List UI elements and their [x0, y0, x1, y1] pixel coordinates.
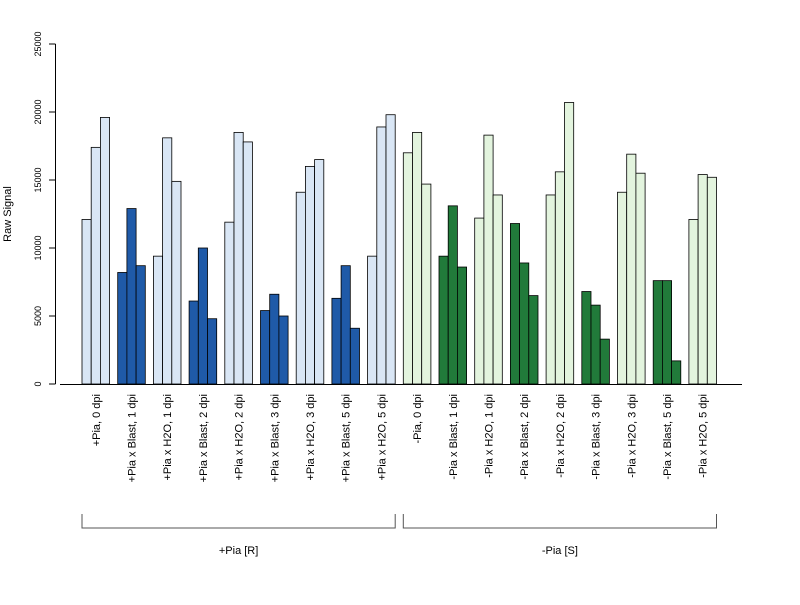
bar [545, 194, 556, 385]
bar [207, 318, 218, 385]
bar [171, 180, 182, 385]
bar [671, 360, 682, 385]
bar [188, 300, 199, 385]
bar [635, 172, 646, 385]
bar [135, 265, 146, 385]
y-tick-label: 20000 [33, 99, 43, 124]
bar [554, 171, 565, 385]
x-tick-label: -Pia x Blast, 5 dpi [662, 394, 674, 480]
bar [402, 152, 413, 385]
bar [269, 293, 280, 385]
x-tick-label: +Pia, 0 dpi [91, 394, 103, 446]
bar [117, 272, 128, 385]
bar [260, 310, 271, 385]
bar [492, 194, 503, 385]
bar [599, 338, 610, 385]
y-tick-label: 10000 [33, 235, 43, 260]
x-tick-label: +Pia x Blast, 2 dpi [198, 394, 210, 482]
bar [706, 176, 717, 385]
group-bracket [81, 514, 396, 529]
x-tick-label: -Pia x Blast, 1 dpi [448, 394, 460, 480]
bar [483, 134, 494, 385]
bar [509, 223, 520, 385]
group-brackets: +Pia [R] -Pia [S] [81, 514, 717, 557]
bar [376, 126, 387, 385]
x-tick-label: -Pia, 0 dpi [412, 394, 424, 444]
bar [152, 255, 163, 385]
y-axis-title: Raw Signal [2, 186, 14, 242]
bar [242, 141, 253, 385]
group-label: -Pia [S] [542, 545, 578, 557]
x-tick-label: +Pia x H2O, 2 dpi [234, 394, 246, 481]
y-tick-label: 25000 [33, 31, 43, 56]
bar [626, 153, 637, 385]
y-tick-label: 0 [33, 381, 43, 386]
bar [81, 219, 92, 385]
bar [438, 255, 449, 385]
bar [224, 221, 235, 385]
bar [331, 297, 342, 385]
group-bracket [402, 514, 717, 529]
bar [314, 159, 325, 385]
x-tick-label: +Pia x Blast, 1 dpi [127, 394, 139, 482]
bar [688, 219, 699, 385]
bar [340, 265, 351, 385]
bar [126, 208, 137, 385]
bar [564, 102, 575, 385]
x-tick-labels: +Pia, 0 dpi +Pia x Blast, 1 dpi +Pia x H2O… [91, 394, 710, 482]
bar [519, 262, 530, 385]
y-axis-title-group: Raw Signal [2, 186, 14, 242]
bars [81, 102, 717, 385]
group-label: +Pia [R] [219, 545, 258, 557]
bar [617, 191, 628, 385]
x-tick-label: +Pia x H2O, 1 dpi [162, 394, 174, 481]
x-tick-label: +Pia x Blast, 3 dpi [269, 394, 281, 482]
x-tick-label: -Pia x H2O, 2 dpi [555, 394, 567, 478]
x-tick-label: +Pia x H2O, 3 dpi [305, 394, 317, 481]
x-tick-label: -Pia x Blast, 2 dpi [519, 394, 531, 480]
bar [447, 205, 458, 385]
bar [421, 183, 432, 385]
y-tick-label: 15000 [33, 167, 43, 192]
bar [90, 146, 101, 385]
x-tick-label: -Pia x H2O, 3 dpi [626, 394, 638, 478]
bar [233, 131, 244, 385]
bar [385, 114, 396, 385]
bar [590, 304, 601, 385]
bar [697, 174, 708, 385]
bar [412, 131, 423, 385]
bar [304, 165, 315, 385]
axes: 0 5000 10000 15000 20000 25000 [33, 31, 742, 387]
bar [295, 191, 306, 385]
bar [367, 255, 378, 385]
x-tick-label: -Pia x H2O, 5 dpi [698, 394, 710, 478]
bar [197, 247, 208, 385]
bar [474, 217, 485, 385]
bar [528, 295, 539, 385]
bar [100, 117, 111, 385]
bar [662, 280, 673, 385]
bar [349, 327, 360, 385]
bar [652, 280, 663, 385]
y-tick-label: 5000 [33, 306, 43, 326]
x-tick-label: +Pia x H2O, 5 dpi [376, 394, 388, 481]
x-tick-label: -Pia x H2O, 1 dpi [484, 394, 496, 478]
bar [278, 315, 289, 385]
bar [581, 291, 592, 385]
bar [162, 137, 173, 385]
x-tick-label: -Pia x Blast, 3 dpi [591, 394, 603, 480]
bar [456, 266, 467, 385]
x-tick-label: +Pia x Blast, 5 dpi [341, 394, 353, 482]
